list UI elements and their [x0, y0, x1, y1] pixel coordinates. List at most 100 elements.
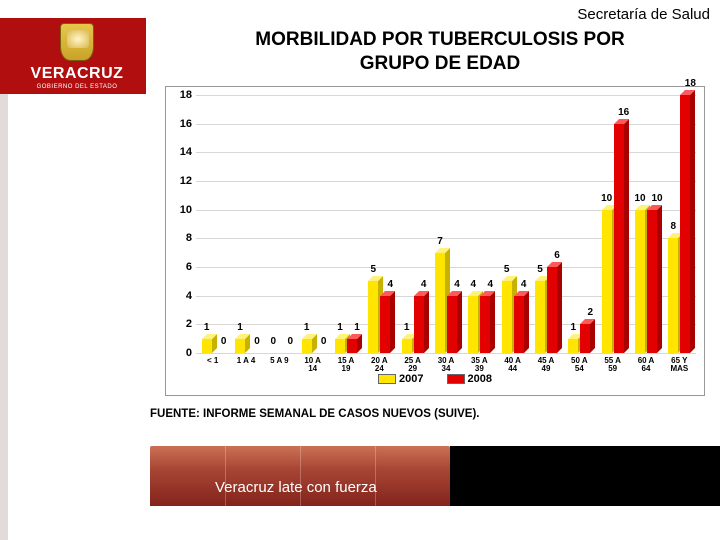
slide: Secretaría de Salud VERACRUZ GOBIERNO DE… [0, 0, 720, 540]
divider [375, 446, 376, 506]
bar-value-label: 0 [215, 336, 233, 347]
bar-value-label: 4 [448, 279, 466, 290]
bar-2007 [302, 339, 312, 353]
bar-value-label: 0 [315, 336, 333, 347]
x-tick-label: 5 A 9 [263, 357, 295, 365]
header-secretaria: Secretaría de Salud [577, 6, 710, 23]
bar-2007 [202, 339, 212, 353]
y-tick-label: 10 [170, 204, 192, 216]
y-tick-label: 16 [170, 118, 192, 130]
x-tick-label: 45 A 49 [530, 357, 562, 374]
bar-2008 [514, 296, 524, 353]
bar-2007 [535, 281, 545, 353]
x-tick-label: < 1 [197, 357, 229, 365]
shield-icon [60, 23, 94, 61]
bar-value-label: 18 [681, 78, 699, 89]
bar-value-label: 1 [198, 322, 216, 333]
bar-value-label: 5 [364, 264, 382, 275]
bar-2007 [435, 253, 445, 353]
x-tick-label: 1 A 4 [230, 357, 262, 365]
bar-2008 [480, 296, 490, 353]
plot-area: 024681012141618 101000101154147444545612… [196, 95, 696, 353]
bar-2007 [368, 281, 378, 353]
title-line1: MORBILIDAD POR TUBERCULOSIS POR [255, 29, 624, 50]
y-tick-label: 6 [170, 261, 192, 273]
bar-2007 [635, 210, 645, 353]
bar-2007 [468, 296, 478, 353]
title-line2: GRUPO DE EDAD [360, 53, 520, 74]
bar-value-label: 1 [348, 322, 366, 333]
legend-item-2007: 2007 [378, 373, 423, 385]
left-shadow [0, 94, 8, 540]
bar-value-label: 4 [464, 279, 482, 290]
x-tick-label: 40 A 44 [497, 357, 529, 374]
x-tick-label: 60 A 64 [630, 357, 662, 374]
y-tick-label: 2 [170, 318, 192, 330]
x-tick-label: 50 A 54 [563, 357, 595, 374]
bar-2008 [347, 339, 357, 353]
slide-title: MORBILIDAD POR TUBERCULOSIS POR GRUPO DE… [170, 28, 710, 76]
y-tick-label: 4 [170, 290, 192, 302]
bar-2008 [547, 267, 557, 353]
divider [225, 446, 226, 506]
bar-value-label: 6 [548, 250, 566, 261]
chart-container: 024681012141618 101000101154147444545612… [165, 86, 705, 396]
bottom-black-strip [450, 446, 720, 506]
bar-value-label: 1 [231, 322, 249, 333]
bottom-gradient-bar [150, 446, 450, 506]
left-accent [0, 18, 8, 94]
legend-swatch-2007 [378, 374, 396, 384]
y-tick-label: 18 [170, 89, 192, 101]
divider [300, 446, 301, 506]
bar-2007 [602, 210, 612, 353]
x-tick-label: 15 A 19 [330, 357, 362, 374]
bar-2007 [668, 238, 678, 353]
bar-2008 [447, 296, 457, 353]
bar-value-label: 10 [631, 193, 649, 204]
bar-2008 [647, 210, 657, 353]
bar-value-label: 2 [581, 307, 599, 318]
x-tick-label: 10 A 14 [297, 357, 329, 374]
bar-value-label: 4 [415, 279, 433, 290]
state-logo: VERACRUZ GOBIERNO DEL ESTADO [8, 18, 146, 94]
logo-state: VERACRUZ [31, 65, 124, 83]
bar-2008 [614, 124, 624, 353]
bar-2007 [402, 339, 412, 353]
slogan-text: Veracruz late con fuerza [215, 479, 377, 496]
x-tick-label: 65 Y MAS [663, 357, 695, 374]
bar-value-label: 4 [515, 279, 533, 290]
legend-swatch-2008 [447, 374, 465, 384]
bar-value-label: 16 [615, 107, 633, 118]
legend-label-2008: 2008 [468, 373, 492, 385]
bar-2007 [568, 339, 578, 353]
bar-2007 [335, 339, 345, 353]
bar-2008 [380, 296, 390, 353]
x-tick-label: 35 A 39 [463, 357, 495, 374]
source-text: FUENTE: INFORME SEMANAL DE CASOS NUEVOS … [150, 408, 479, 420]
y-tick-label: 8 [170, 232, 192, 244]
bar-2008 [580, 324, 590, 353]
bar-value-label: 1 [331, 322, 349, 333]
y-tick-label: 12 [170, 175, 192, 187]
bar-value-label: 1 [298, 322, 316, 333]
x-tick-label: 25 A 29 [397, 357, 429, 374]
bar-2008 [680, 95, 690, 353]
logo-sub: GOBIERNO DEL ESTADO [37, 84, 118, 90]
bar-value-label: 0 [281, 336, 299, 347]
bar-value-label: 4 [381, 279, 399, 290]
x-tick-label: 30 A 34 [430, 357, 462, 374]
legend-item-2008: 2008 [447, 373, 492, 385]
chart-legend: 2007 2008 [166, 373, 704, 391]
legend-label-2007: 2007 [399, 373, 423, 385]
y-tick-label: 14 [170, 146, 192, 158]
bar-value-label: 7 [431, 236, 449, 247]
x-tick-label: 55 A 59 [597, 357, 629, 374]
bar-2007 [502, 281, 512, 353]
bar-2007 [235, 339, 245, 353]
y-tick-label: 0 [170, 347, 192, 359]
bars-layer: 10100010115414744454561210161010818 [196, 95, 696, 353]
bar-value-label: 5 [498, 264, 516, 275]
bar-value-label: 10 [648, 193, 666, 204]
gridline [196, 353, 696, 354]
bar-2008 [414, 296, 424, 353]
